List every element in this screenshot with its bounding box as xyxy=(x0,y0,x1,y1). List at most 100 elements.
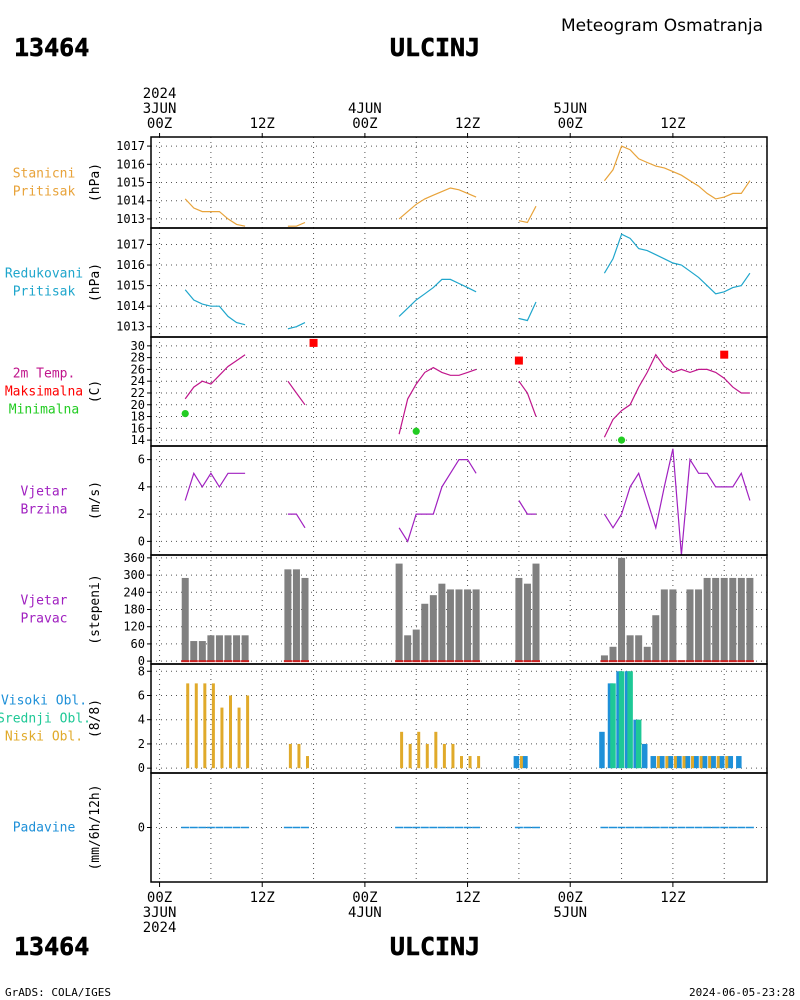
cloud-bar xyxy=(701,756,708,769)
panel-label: Stanicni xyxy=(13,167,76,182)
time-tick-label: 00Z xyxy=(147,890,172,906)
time-tick-label: 12Z xyxy=(250,116,275,132)
panel-6: 0 2 4 6 8 (8/8)Visoki Obl. Srednji Obl. Niski O… xyxy=(0,663,768,775)
time-tick-label: 12Z xyxy=(455,116,480,132)
bar xyxy=(241,635,249,662)
bar xyxy=(233,635,241,662)
cloud-bar xyxy=(710,756,716,769)
tmax-point xyxy=(514,356,523,365)
time-tick-label: 00Z xyxy=(352,890,377,906)
cloud-bar xyxy=(691,756,694,769)
cloud-bar xyxy=(736,756,742,769)
station-name-bottom: ULCINJ xyxy=(390,932,480,961)
cloud-bar xyxy=(708,756,712,769)
time-tick-label: 2024 xyxy=(143,920,177,936)
cloud-bar xyxy=(460,756,463,769)
bar xyxy=(737,577,745,662)
panel-label: Maksimalna xyxy=(5,385,83,400)
cloud-bar xyxy=(522,756,528,769)
series-line xyxy=(287,221,306,227)
cloud-bar xyxy=(659,756,665,769)
y-tick-label: 1015 xyxy=(116,279,145,293)
bar xyxy=(686,589,694,662)
plot-area xyxy=(181,557,754,663)
y-tick-label: 18 xyxy=(131,410,145,424)
bar xyxy=(635,635,643,662)
y-tick-label: 8 xyxy=(138,664,145,678)
tmax-point xyxy=(720,350,729,359)
generated-timestamp: 2024-06-05-23:28 xyxy=(689,986,795,999)
series-line xyxy=(518,380,537,417)
cloud-bar xyxy=(442,743,446,769)
series-line xyxy=(603,233,751,295)
panel-label: Pritisak xyxy=(13,285,76,300)
bar xyxy=(472,589,480,662)
cloud-bar xyxy=(194,683,198,769)
cloud-bar xyxy=(519,756,523,769)
tmin-point xyxy=(617,436,626,444)
y-tick-label: 1016 xyxy=(116,157,145,171)
bar xyxy=(720,577,728,662)
bar xyxy=(198,641,206,662)
y-axis-label: (stepeni) xyxy=(88,574,103,644)
panel-frame xyxy=(150,336,768,447)
station-name-top: ULCINJ xyxy=(390,33,480,62)
y-axis-label: (hPa) xyxy=(88,263,103,302)
y-tick-label: 0 xyxy=(138,534,145,548)
panel-label: Visoki Obl. xyxy=(1,694,87,709)
cloud-bar xyxy=(229,695,232,769)
bar xyxy=(181,577,189,662)
plot-area xyxy=(184,145,751,227)
series-line xyxy=(287,380,306,406)
bar xyxy=(523,583,531,662)
bar xyxy=(609,646,617,662)
y-tick-label: 0 xyxy=(138,654,145,668)
time-tick-label: 00Z xyxy=(147,116,172,132)
bar xyxy=(600,655,608,662)
series-line xyxy=(398,278,477,317)
series-line xyxy=(398,366,477,435)
grads-credit: GrADS: COLA/IGES xyxy=(5,986,111,999)
series-line xyxy=(603,353,750,438)
series-line xyxy=(398,459,477,543)
cloud-bar xyxy=(425,743,429,769)
cloud-bar xyxy=(716,756,720,769)
y-axis-label: (m/s) xyxy=(88,481,103,520)
panel-label: Brzina xyxy=(21,503,68,518)
y-tick-label: 300 xyxy=(123,568,145,582)
bar xyxy=(429,595,437,662)
cloud-bar xyxy=(288,743,292,769)
meteogram-panels: 1013 1014 1015 1016 1017 (hPa) Stanicni Pritisa… xyxy=(0,136,768,883)
cloud-bar xyxy=(673,756,677,769)
series-line xyxy=(184,198,246,227)
y-tick-label: 16 xyxy=(131,421,145,435)
y-tick-label: 1015 xyxy=(116,176,145,190)
panel-label: Niski Obl. xyxy=(5,730,83,745)
bar xyxy=(190,641,198,662)
cloud-bar xyxy=(618,671,625,769)
cloud-bar xyxy=(682,756,686,769)
panel-7: 0 (mm/6h/12h) Padavine xyxy=(13,772,768,883)
y-tick-label: 22 xyxy=(131,386,145,400)
bar xyxy=(695,589,703,662)
cloud-bar xyxy=(237,707,241,769)
cloud-bar xyxy=(468,756,472,769)
y-tick-label: 1016 xyxy=(116,258,145,272)
series-line xyxy=(518,205,537,224)
cloud-bar xyxy=(220,707,224,769)
y-axis-label: (hPa) xyxy=(88,163,103,202)
cloud-bar xyxy=(667,756,674,769)
cloud-bar xyxy=(246,695,250,769)
cloud-bar xyxy=(610,683,616,769)
time-tick-label: 3JUN xyxy=(143,905,177,921)
bar xyxy=(643,646,651,662)
cloud-bar xyxy=(451,743,455,769)
panel-label: 2m Temp. xyxy=(13,367,76,382)
series-line xyxy=(287,322,306,330)
y-tick-label: 1013 xyxy=(116,320,145,334)
y-tick-label: 1017 xyxy=(116,237,145,251)
panel-label: Minimalna xyxy=(9,403,79,418)
cloud-bar xyxy=(693,756,699,769)
y-tick-label: 1014 xyxy=(116,299,145,313)
panel-label: Redukovani xyxy=(5,267,83,282)
